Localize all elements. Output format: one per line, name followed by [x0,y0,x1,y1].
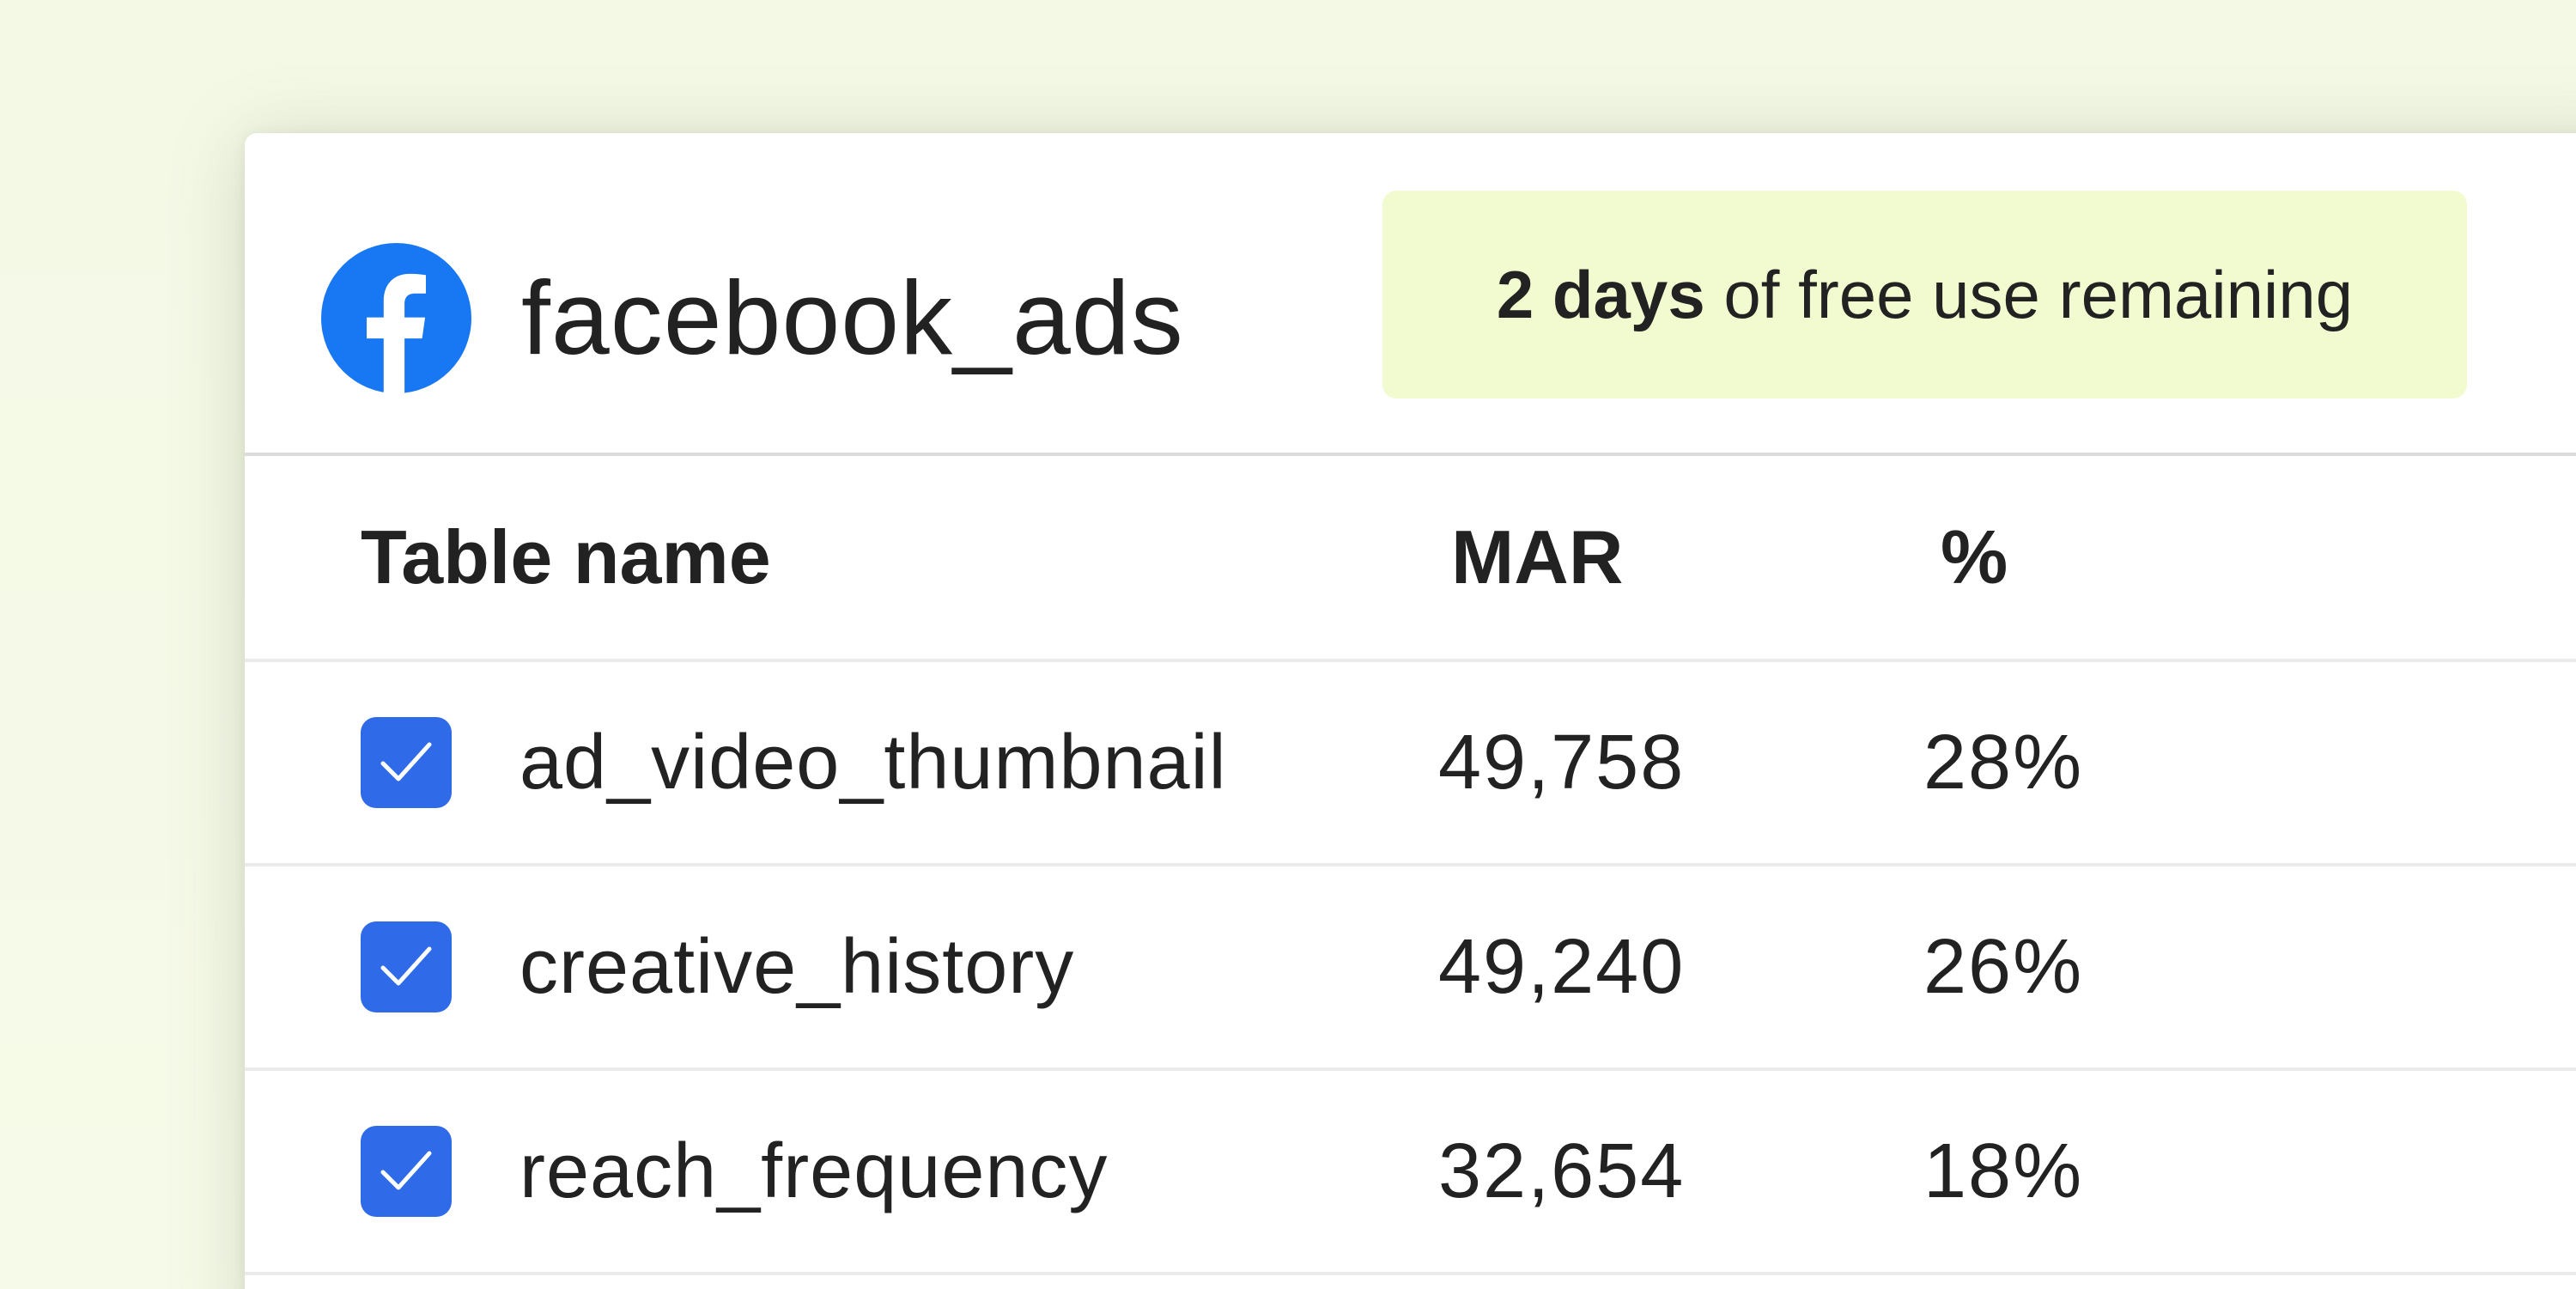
row-percent-value: 26% [1923,924,2084,1010]
checkmark-icon [380,946,432,986]
trial-banner-text: of free use remaining [1723,256,2354,332]
facebook-icon [321,243,471,393]
row-mar-value: 49,240 [1438,924,1686,1010]
row-checkbox[interactable] [361,717,452,808]
column-header-table-name[interactable]: Table name [361,514,771,599]
row-checkbox[interactable] [361,1126,452,1217]
checkmark-icon [380,1151,432,1190]
table-row[interactable]: reach_frequency 32,654 18% [245,1071,2576,1275]
row-percent-value: 28% [1923,720,2084,806]
row-percent-value: 18% [1923,1128,2084,1214]
free-trial-banner: 2 days of free use remaining [1382,191,2467,398]
table-row[interactable]: creative_history 49,240 26% [245,866,2576,1071]
table-row[interactable]: ad_video_thumbnail 49,758 28% [245,662,2576,866]
connector-usage-card: facebook_ads 2 days of free use remainin… [245,133,2576,1289]
row-table-name: ad_video_thumbnail [519,720,1227,806]
column-header-mar[interactable]: MAR [1451,514,1624,599]
connector-title: facebook_ads [521,259,1184,376]
column-header-percent[interactable]: % [1941,514,2008,599]
row-mar-value: 32,654 [1438,1128,1686,1214]
table-header-row: Table name MAR % [245,456,2576,662]
checkmark-icon [380,742,432,781]
card-header: facebook_ads 2 days of free use remainin… [245,133,2576,456]
row-mar-value: 49,758 [1438,720,1686,806]
row-checkbox[interactable] [361,921,452,1012]
row-table-name: creative_history [519,924,1075,1010]
trial-days-remaining: 2 days [1496,256,1705,332]
row-table-name: reach_frequency [519,1128,1109,1214]
